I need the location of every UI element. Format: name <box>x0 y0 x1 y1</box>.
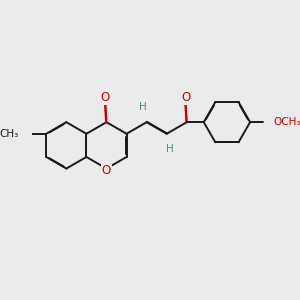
Text: O: O <box>102 164 111 177</box>
Text: O: O <box>181 91 190 104</box>
Text: CH₃: CH₃ <box>0 129 19 139</box>
Text: H: H <box>139 102 147 112</box>
Text: O: O <box>101 91 110 104</box>
Text: H: H <box>166 144 174 154</box>
Text: OCH₃: OCH₃ <box>273 117 300 127</box>
